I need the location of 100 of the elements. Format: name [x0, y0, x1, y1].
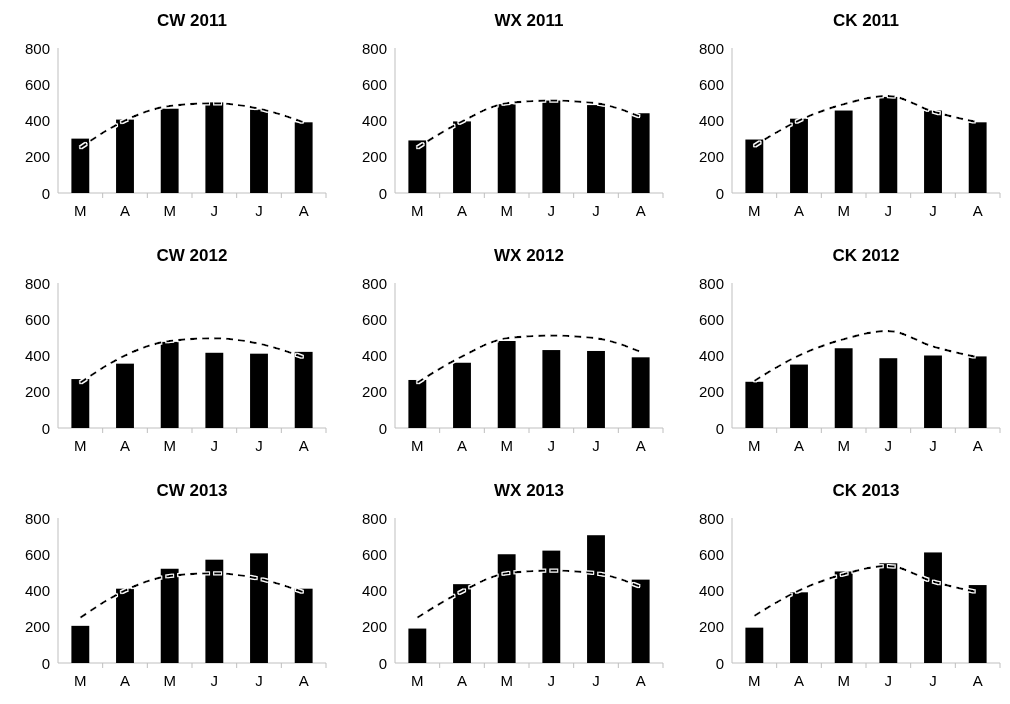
x-tick-label: A	[456, 672, 468, 689]
y-tick-label: 600	[361, 310, 387, 328]
chart-title: CK 2013	[832, 481, 900, 500]
y-tick-label: 800	[361, 274, 387, 292]
x-tick-label: M	[411, 672, 424, 689]
y-tick-label: 800	[698, 509, 724, 527]
x-tick-label: A	[456, 437, 468, 454]
bar	[834, 110, 853, 193]
x-tick-label: J	[547, 437, 556, 454]
bar	[745, 627, 764, 663]
x-tick-label: M	[163, 202, 176, 219]
y-tick-label: 0	[41, 654, 50, 672]
y-tick-label: 400	[24, 347, 50, 364]
y-tick-label: 200	[361, 618, 387, 636]
y-tick-label: 200	[24, 383, 50, 401]
bar	[408, 628, 427, 663]
x-tick-label: M	[748, 437, 761, 454]
chart-title: CW 2013	[156, 481, 228, 500]
x-tick-label: A	[298, 437, 309, 454]
y-tick-label: 200	[361, 383, 387, 401]
y-tick-label: 800	[698, 274, 724, 292]
x-tick-label: A	[456, 202, 468, 219]
bar	[250, 353, 268, 428]
x-tick-label: J	[929, 202, 937, 219]
x-tick-label: J	[547, 202, 556, 219]
x-tick-label: A	[298, 202, 309, 219]
y-tick-label: 400	[24, 112, 50, 129]
x-tick-label: J	[255, 672, 263, 689]
x-tick-label: M	[74, 202, 87, 219]
x-tick-label: J	[592, 202, 600, 219]
x-tick-label: M	[748, 672, 761, 689]
y-tick-label: 200	[698, 618, 724, 636]
y-tick-label: 0	[41, 419, 50, 437]
x-tick-label: M	[837, 672, 850, 689]
x-tick-label: M	[500, 672, 513, 689]
chart-title: CK 2012	[832, 246, 900, 265]
y-tick-label: 200	[361, 148, 387, 166]
x-tick-label: A	[635, 672, 646, 689]
x-tick-label: A	[119, 672, 131, 689]
x-tick-label: A	[635, 437, 646, 454]
bar	[631, 357, 650, 428]
x-tick-label: M	[411, 437, 424, 454]
x-tick-label: J	[884, 202, 893, 219]
y-tick-label: 0	[41, 184, 50, 202]
x-tick-label: J	[592, 437, 600, 454]
y-tick-label: 0	[715, 419, 724, 437]
y-tick-label: 800	[361, 39, 387, 57]
x-tick-label: J	[210, 437, 219, 454]
chart-title: CW 2012	[156, 246, 228, 265]
y-tick-label: 800	[361, 509, 387, 527]
x-tick-label: M	[500, 202, 513, 219]
y-tick-label: 0	[378, 419, 387, 437]
x-tick-label: J	[884, 437, 893, 454]
y-tick-label: 400	[361, 112, 387, 129]
y-tick-label: 400	[698, 582, 724, 599]
x-tick-label: M	[74, 672, 87, 689]
x-tick-label: J	[929, 437, 937, 454]
x-tick-label: J	[210, 672, 219, 689]
bar	[116, 363, 134, 428]
x-tick-label: M	[837, 437, 850, 454]
y-tick-label: 400	[361, 582, 387, 599]
bar	[542, 350, 561, 428]
x-tick-label: A	[119, 437, 131, 454]
y-tick-label: 400	[361, 347, 387, 364]
bar	[879, 358, 898, 428]
x-tick-label: A	[635, 202, 646, 219]
x-tick-label: M	[500, 437, 513, 454]
chart-title: WX 2011	[494, 11, 564, 30]
y-tick-label: 600	[698, 75, 724, 93]
x-tick-label: J	[255, 202, 263, 219]
chart-title: CK 2011	[832, 11, 900, 30]
y-tick-label: 200	[698, 148, 724, 166]
y-tick-label: 800	[24, 509, 50, 527]
y-tick-label: 600	[24, 75, 50, 93]
x-tick-label: A	[972, 437, 983, 454]
y-tick-label: 400	[698, 112, 724, 129]
y-tick-label: 0	[378, 654, 387, 672]
x-tick-label: A	[793, 437, 805, 454]
x-tick-label: A	[972, 672, 983, 689]
x-tick-label: A	[972, 202, 983, 219]
chart-title: WX 2013	[494, 481, 564, 500]
y-tick-label: 600	[698, 545, 724, 563]
chart-title: WX 2012	[494, 246, 564, 265]
x-tick-label: J	[255, 437, 263, 454]
y-tick-label: 600	[361, 545, 387, 563]
x-tick-label: M	[163, 437, 176, 454]
x-tick-label: J	[210, 202, 219, 219]
y-tick-label: 200	[698, 383, 724, 401]
y-tick-label: 400	[24, 582, 50, 599]
y-tick-label: 600	[24, 545, 50, 563]
x-tick-label: M	[74, 437, 87, 454]
y-tick-label: 200	[24, 618, 50, 636]
x-tick-label: A	[119, 202, 131, 219]
bar	[790, 364, 808, 428]
x-tick-label: M	[748, 202, 761, 219]
y-tick-label: 800	[24, 39, 50, 57]
bar	[834, 348, 853, 428]
y-tick-label: 800	[24, 274, 50, 292]
y-tick-label: 600	[698, 310, 724, 328]
x-tick-label: M	[163, 672, 176, 689]
